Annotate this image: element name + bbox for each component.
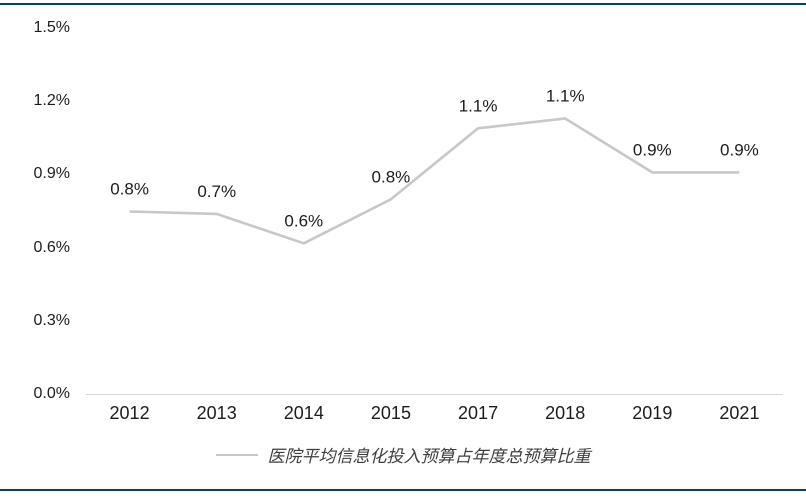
y-tick-label: 0.6% (33, 239, 70, 256)
data-label: 0.9% (633, 140, 672, 159)
legend-series-label: 医院平均信息化投入预算占年度总预算比重 (267, 447, 591, 467)
y-tick-label: 0.9% (33, 165, 70, 182)
x-tick-label: 2021 (719, 403, 760, 423)
x-tick-label: 2019 (632, 403, 673, 423)
data-label: 0.6% (284, 211, 323, 230)
x-axis: 2012 2013 2014 2015 2017 2018 2019 2021 (86, 403, 783, 423)
y-tick-label: 0.0% (33, 385, 70, 402)
data-label: 0.7% (197, 182, 236, 201)
data-label: 1.1% (546, 87, 585, 106)
chart-legend: 医院平均信息化投入预算占年度总预算比重 (0, 442, 806, 467)
x-tick-label: 2015 (370, 403, 411, 423)
data-label: 1.1% (459, 96, 498, 115)
bottom-border (0, 489, 806, 491)
y-tick-label: 1.2% (33, 92, 70, 109)
data-label: 0.8% (372, 167, 411, 186)
series-line (129, 117, 740, 245)
x-tick-label: 2017 (458, 403, 499, 423)
x-tick-label: 2013 (196, 403, 237, 423)
y-tick-label: 1.5% (33, 19, 70, 36)
x-axis-line (86, 394, 783, 395)
data-label: 0.8% (110, 180, 149, 199)
x-tick-label: 2012 (109, 403, 150, 423)
x-tick-label: 2014 (283, 403, 324, 423)
top-border (0, 3, 806, 5)
y-tick-label: 0.3% (33, 312, 70, 329)
data-label: 0.9% (720, 140, 759, 159)
legend-line-marker (215, 453, 258, 456)
x-tick-label: 2018 (545, 403, 586, 423)
